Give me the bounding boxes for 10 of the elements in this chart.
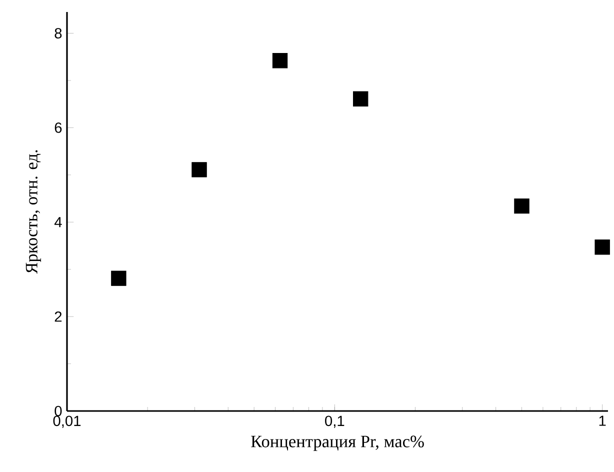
x-axis-title: Концентрация Pr, мас% bbox=[251, 436, 424, 451]
x-tick-label: 1 bbox=[599, 416, 606, 426]
y-tick-label: 8 bbox=[54, 28, 62, 38]
y-tick-label: 2 bbox=[54, 311, 62, 322]
y-axis-title: Яркость, отн. ед. bbox=[26, 150, 41, 274]
y-tick-label: 6 bbox=[54, 122, 62, 133]
x-tick-label: 0,01 bbox=[53, 416, 81, 428]
x-tick-label: 0,1 bbox=[325, 416, 344, 428]
y-tick-label: 4 bbox=[54, 217, 62, 228]
y-tick-label: 0 bbox=[54, 406, 62, 416]
